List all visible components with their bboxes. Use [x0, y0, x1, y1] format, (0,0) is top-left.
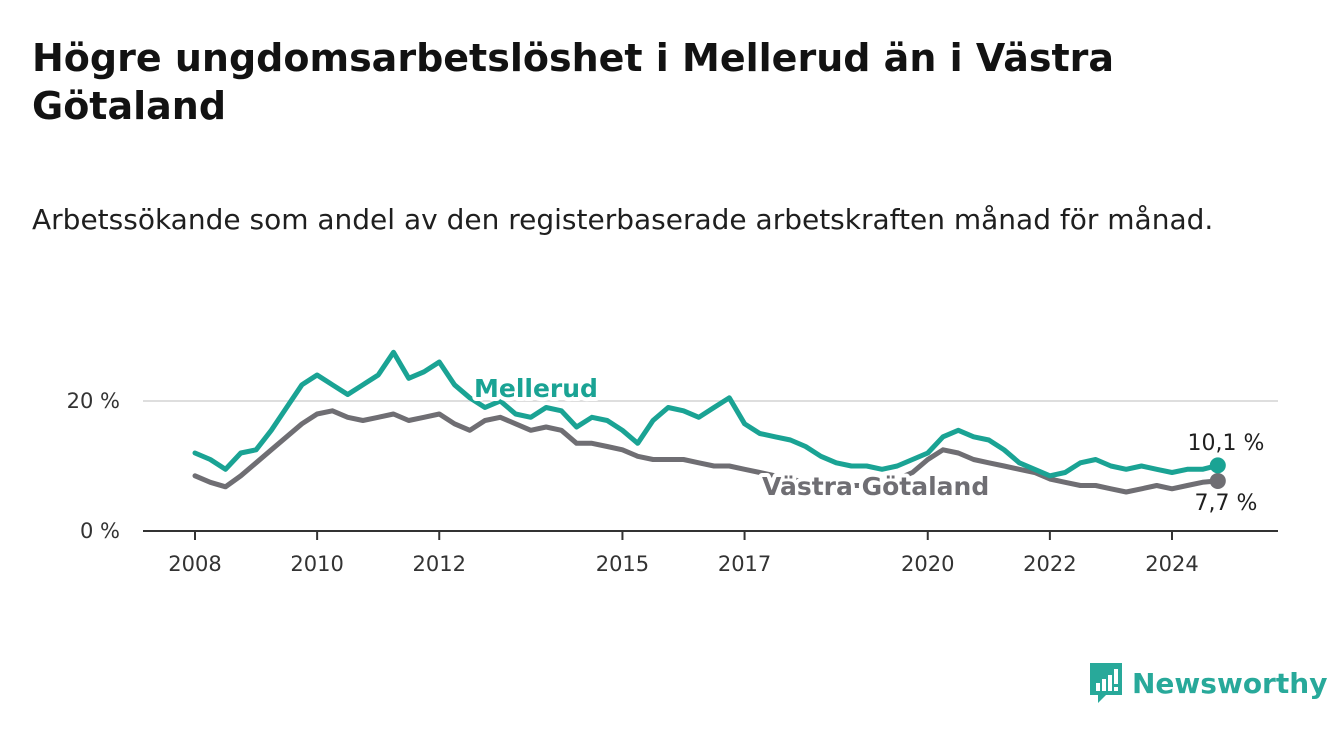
series-line-vastra-gotaland	[192, 408, 1221, 495]
series-lines	[192, 349, 1226, 495]
newsworthy-logo: Newsworthy	[1088, 660, 1327, 706]
y-tick-label: 0 %	[80, 519, 120, 543]
x-tick-label: 2017	[718, 552, 771, 576]
chart-title: Högre ungdomsarbetslöshet i Mellerud än …	[32, 36, 1114, 128]
brand-name: Newsworthy	[1132, 666, 1328, 700]
series-end-dot	[1209, 472, 1226, 489]
chart-subtitle: Arbetssökande som andel av den registerb…	[32, 203, 1214, 236]
axes: 0 % 20 % 2008 2010 2012 2015 2017 2020 2022 2024	[67, 389, 1278, 576]
x-tick-label: 2020	[901, 552, 954, 576]
series-label-mellerud: Mellerud	[474, 374, 598, 403]
x-tick-label: 2022	[1023, 552, 1076, 576]
x-tick-label: 2012	[413, 552, 466, 576]
y-tick-label: 20 %	[67, 389, 120, 413]
series-label-vastra-gotaland-halo: Västra Götaland	[762, 472, 989, 501]
series-line-mellerud	[192, 349, 1221, 479]
newsworthy-logo-icon	[1090, 663, 1122, 703]
series-label-mellerud-halo: Mellerud	[474, 374, 598, 403]
x-tick-label: 2008	[168, 552, 221, 576]
series-end-dot	[1209, 457, 1226, 474]
x-tick-label: 2010	[290, 552, 343, 576]
series-label-vastra-gotaland: Västra Götaland	[762, 472, 989, 501]
end-value-mellerud: 10,1 %	[1188, 431, 1265, 456]
x-tick-label: 2015	[596, 552, 649, 576]
x-tick-label: 2024	[1145, 552, 1198, 576]
end-value-vastra-gotaland: 7,7 %	[1195, 491, 1258, 516]
